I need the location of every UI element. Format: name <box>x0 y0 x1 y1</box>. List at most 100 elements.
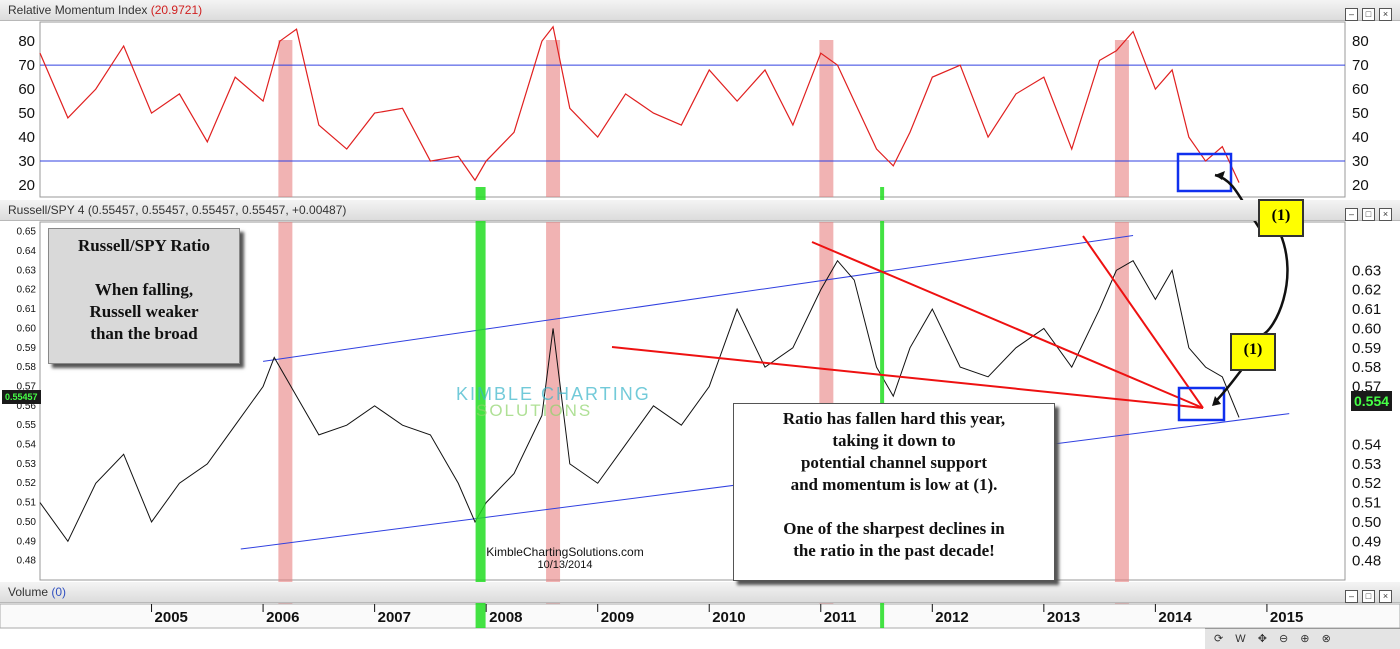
rmi-label: Relative Momentum Index <box>8 3 148 17</box>
rmi-ytick-left: 20 <box>18 177 35 194</box>
period-button[interactable]: W <box>1235 633 1246 645</box>
watermark-line1: KIMBLE CHARTING <box>456 384 651 404</box>
ratio-ytick-right: 0.60 <box>1352 320 1381 337</box>
close-icon[interactable]: × <box>1379 590 1392 603</box>
maximize-icon[interactable]: □ <box>1362 8 1375 21</box>
ratio-ytick-left: 0.51 <box>17 498 37 509</box>
ratio-ytick-left: 0.59 <box>17 343 37 354</box>
ratio-series-line <box>39 259 1240 543</box>
x-axis-strip <box>0 603 1400 629</box>
red-highlight-bar <box>546 222 561 627</box>
ratio-highlight-box <box>1177 386 1226 422</box>
zoom-in-icon[interactable]: ⊕ <box>1300 633 1310 645</box>
callout-ratio-comment: Ratio has fallen hard this year, taking … <box>733 403 1055 581</box>
ratio-ytick-right: 0.54 <box>1352 437 1381 454</box>
ratio-ytick-left: 0.52 <box>17 478 37 489</box>
rmi-ytick-right: 70 <box>1352 57 1369 74</box>
minimize-icon[interactable]: – <box>1345 590 1358 603</box>
maximize-icon[interactable]: □ <box>1362 590 1375 603</box>
rmi-panel-header: Relative Momentum Index (20.9721) – □ × <box>0 0 1400 21</box>
ratio-ytick-left: 0.57 <box>17 381 37 392</box>
tag-1-rmi: (1) <box>1258 199 1304 237</box>
ratio-ytick-right: 0.50 <box>1352 514 1381 531</box>
red-highlight-bar <box>1114 40 1129 197</box>
close-icon[interactable]: × <box>1379 8 1392 21</box>
arrow-head <box>1212 396 1221 406</box>
close-chart-icon[interactable]: ⊗ <box>1321 633 1331 645</box>
rmi-ytick-right: 50 <box>1352 105 1369 122</box>
ratio-ytick-left: 0.64 <box>17 246 37 257</box>
ratio-ytick-left: 0.54 <box>17 440 37 451</box>
bottom-toolbar: ⟳ W ✥ ⊖ ⊕ ⊗ <box>1205 628 1400 649</box>
rmi-value: (20.9721) <box>150 3 203 17</box>
ratio-ytick-left: 0.60 <box>17 323 37 334</box>
red-highlight-bar <box>278 40 293 197</box>
rmi-plot-area <box>39 21 1346 198</box>
ratio-ytick-left: 0.49 <box>17 536 37 547</box>
ratio-ytick-left: 0.63 <box>17 265 37 276</box>
ratio-ytick-right: 0.61 <box>1352 301 1381 318</box>
arrow-head <box>1215 171 1225 180</box>
ratio-ytick-right: 0.63 <box>1352 262 1381 279</box>
x-tick-label: 2015 <box>1270 609 1303 626</box>
footer-date: 10/13/2014 <box>537 559 593 571</box>
tag-1-ratio: (1) <box>1230 333 1276 371</box>
ratio-ytick-right: 0.59 <box>1352 340 1381 357</box>
volume-panel-header: Volume (0) – □ × <box>0 582 1400 603</box>
ratio-panel-header: Russell/SPY 4 (0.55457, 0.55457, 0.55457… <box>0 200 1400 221</box>
move-icon[interactable]: ✥ <box>1257 633 1267 645</box>
ratio-ytick-left: 0.62 <box>17 285 37 296</box>
red-trend-line <box>1082 235 1204 409</box>
ratio-ytick-left: 0.56 <box>17 401 37 412</box>
x-tick-label: 2005 <box>155 609 188 626</box>
arrow-connector <box>1261 232 1289 337</box>
ratio-ytick-right: 0.53 <box>1352 456 1381 473</box>
refresh-icon[interactable]: ⟳ <box>1214 633 1224 645</box>
callout-russell-spy: Russell/SPY Ratio When falling, Russell … <box>48 228 240 364</box>
watermark-line2: SOLUTIONS <box>476 401 593 420</box>
rmi-highlight-box <box>1176 152 1233 193</box>
ratio-ytick-left: 0.50 <box>17 517 37 528</box>
rmi-ytick-right: 60 <box>1352 81 1369 98</box>
minimize-icon[interactable]: – <box>1345 208 1358 221</box>
rmi-ytick-left: 30 <box>18 153 35 170</box>
red-trend-line <box>611 346 1204 409</box>
ratio-ytick-right: 0.48 <box>1352 553 1381 570</box>
ratio-ytick-left: 0.55 <box>17 420 37 431</box>
ratio-ytick-right: 0.62 <box>1352 282 1381 299</box>
rmi-ytick-left: 70 <box>18 57 35 74</box>
rmi-panel: 20 20 30 30 40 40 50 50 60 60 70 70 80 80 <box>18 21 1369 198</box>
price-left-label: 0.55457 <box>2 390 41 404</box>
ratio-ytick-right: 0.52 <box>1352 475 1381 492</box>
rmi-ytick-left: 40 <box>18 129 35 146</box>
maximize-icon[interactable]: □ <box>1362 208 1375 221</box>
rmi-ytick-right: 30 <box>1352 153 1369 170</box>
volume-label: Volume <box>8 585 49 599</box>
ratio-values: (0.55457, 0.55457, 0.55457, 0.55457, +0.… <box>87 203 347 217</box>
red-highlight-bar <box>278 222 293 627</box>
volume-value: (0) <box>51 585 67 599</box>
x-tick-label: 2010 <box>712 609 745 626</box>
ratio-label: Russell/SPY 4 <box>8 203 85 217</box>
ratio-panel: 0.48 0.49 0.50 0.51 0.52 0.53 0.54 0.55 0.56 0.57… <box>17 221 1381 627</box>
rmi-ytick-right: 40 <box>1352 129 1369 146</box>
zoom-out-icon[interactable]: ⊖ <box>1279 633 1289 645</box>
price-right-label: 0.554 <box>1351 391 1393 411</box>
ratio-ytick-left: 0.53 <box>17 459 37 470</box>
ratio-ytick-right: 0.49 <box>1352 533 1381 550</box>
green-highlight-bar <box>475 187 486 628</box>
x-tick-label: 2012 <box>935 609 968 626</box>
ratio-ytick-left: 0.65 <box>17 227 37 238</box>
ratio-ytick-left: 0.58 <box>17 362 37 373</box>
rmi-ytick-left: 80 <box>18 33 35 50</box>
x-tick-label: 2013 <box>1047 609 1080 626</box>
red-trend-line <box>811 241 1204 409</box>
rmi-ytick-right: 20 <box>1352 177 1369 194</box>
ratio-ytick-left: 0.61 <box>17 304 37 315</box>
ratio-ytick-right: 0.58 <box>1352 359 1381 376</box>
minimize-icon[interactable]: – <box>1345 8 1358 21</box>
x-tick-label: 2011 <box>824 609 857 626</box>
x-tick-label: 2009 <box>601 609 634 626</box>
x-tick-label: 2008 <box>489 609 522 626</box>
close-icon[interactable]: × <box>1379 208 1392 221</box>
